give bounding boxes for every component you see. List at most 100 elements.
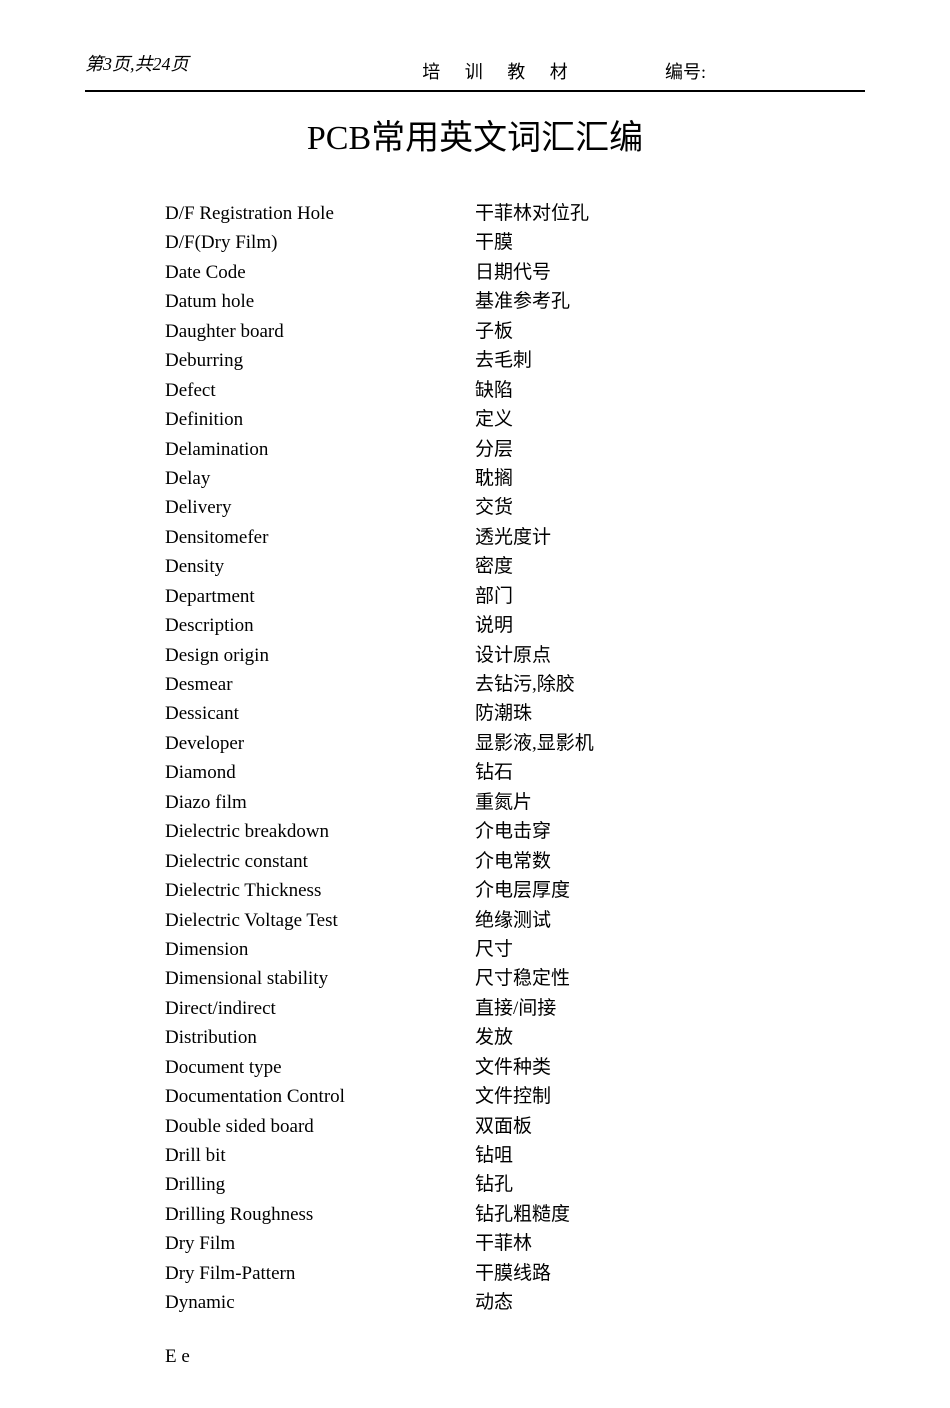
vocab-chinese: 分层 — [475, 435, 513, 464]
vocab-english: Dessicant — [165, 699, 475, 728]
vocab-chinese: 缺陷 — [475, 376, 513, 405]
vocab-chinese: 动态 — [475, 1288, 513, 1317]
vocab-english: Double sided board — [165, 1112, 475, 1141]
vocab-chinese: 显影液,显影机 — [475, 729, 594, 758]
vocab-chinese: 介电击穿 — [475, 817, 551, 846]
header-center-text: 培 训 教 材 — [335, 58, 665, 84]
vocab-chinese: 双面板 — [475, 1112, 532, 1141]
vocab-row: Drilling Roughness钻孔粗糙度 — [165, 1200, 865, 1229]
vocab-row: Drill bit钻咀 — [165, 1141, 865, 1170]
document-page: 第3页,共24页 培 训 教 材 编号: PCB常用英文词汇汇编 D/F Reg… — [0, 0, 950, 1408]
vocab-english: Department — [165, 582, 475, 611]
vocab-english: Dynamic — [165, 1288, 475, 1317]
vocab-chinese: 发放 — [475, 1023, 513, 1052]
vocab-chinese: 干菲林对位孔 — [475, 199, 589, 228]
vocab-english: Diazo film — [165, 788, 475, 817]
vocab-row: Distribution发放 — [165, 1023, 865, 1052]
vocab-row: Delivery交货 — [165, 493, 865, 522]
vocab-row: Datum hole基准参考孔 — [165, 287, 865, 316]
vocab-chinese: 日期代号 — [475, 258, 551, 287]
vocab-chinese: 去钻污,除胶 — [475, 670, 575, 699]
vocab-row: Design origin设计原点 — [165, 641, 865, 670]
vocab-english: Developer — [165, 729, 475, 758]
vocab-row: Dielectric Voltage Test绝缘测试 — [165, 906, 865, 935]
vocab-chinese: 文件控制 — [475, 1082, 551, 1111]
vocab-row: Diamond钻石 — [165, 758, 865, 787]
vocab-english: Dielectric constant — [165, 847, 475, 876]
vocab-english: Dry Film-Pattern — [165, 1259, 475, 1288]
vocab-chinese: 交货 — [475, 493, 513, 522]
vocab-chinese: 基准参考孔 — [475, 287, 570, 316]
vocab-english: Dielectric breakdown — [165, 817, 475, 846]
vocab-english: D/F Registration Hole — [165, 199, 475, 228]
vocab-english: Distribution — [165, 1023, 475, 1052]
vocab-row: Delamination分层 — [165, 435, 865, 464]
vocab-row: Drilling钻孔 — [165, 1170, 865, 1199]
vocab-english: Diamond — [165, 758, 475, 787]
document-title: PCB常用英文词汇汇编 — [85, 110, 865, 159]
vocab-english: Design origin — [165, 641, 475, 670]
vocab-chinese: 重氮片 — [475, 788, 532, 817]
vocab-row: Description说明 — [165, 611, 865, 640]
vocab-row: Density密度 — [165, 552, 865, 581]
vocab-row: Dielectric constant介电常数 — [165, 847, 865, 876]
vocab-row: Dimensional stability尺寸稳定性 — [165, 964, 865, 993]
vocab-chinese: 防潮珠 — [475, 699, 532, 728]
vocab-row: Documentation Control文件控制 — [165, 1082, 865, 1111]
vocab-chinese: 透光度计 — [475, 523, 551, 552]
vocab-row: Dry Film干菲林 — [165, 1229, 865, 1258]
vocab-chinese: 介电层厚度 — [475, 876, 570, 905]
vocab-english: Delivery — [165, 493, 475, 522]
vocab-english: Documentation Control — [165, 1082, 475, 1111]
vocab-row: Desmear去钻污,除胶 — [165, 670, 865, 699]
vocab-chinese: 钻咀 — [475, 1141, 513, 1170]
vocabulary-table: D/F Registration Hole干菲林对位孔D/F(Dry Film)… — [165, 199, 865, 1318]
vocab-chinese: 绝缘测试 — [475, 906, 551, 935]
vocab-row: Definition定义 — [165, 405, 865, 434]
vocab-row: Dynamic动态 — [165, 1288, 865, 1317]
vocab-chinese: 尺寸稳定性 — [475, 964, 570, 993]
vocab-row: Defect缺陷 — [165, 376, 865, 405]
vocab-english: Date Code — [165, 258, 475, 287]
vocab-row: Densitomefer透光度计 — [165, 523, 865, 552]
vocab-english: Definition — [165, 405, 475, 434]
vocab-row: Date Code日期代号 — [165, 258, 865, 287]
vocab-english: Drill bit — [165, 1141, 475, 1170]
vocab-english: Drilling — [165, 1170, 475, 1199]
vocab-row: Dielectric breakdown介电击穿 — [165, 817, 865, 846]
vocab-english: Desmear — [165, 670, 475, 699]
vocab-chinese: 直接/间接 — [475, 994, 556, 1023]
vocab-row: Dimension尺寸 — [165, 935, 865, 964]
vocab-row: Diazo film重氮片 — [165, 788, 865, 817]
vocab-chinese: 干膜线路 — [475, 1259, 551, 1288]
vocab-english: Dimensional stability — [165, 964, 475, 993]
vocab-chinese: 尺寸 — [475, 935, 513, 964]
vocab-english: Density — [165, 552, 475, 581]
vocab-english: Datum hole — [165, 287, 475, 316]
vocab-chinese: 部门 — [475, 582, 513, 611]
vocab-chinese: 钻孔粗糙度 — [475, 1200, 570, 1229]
vocab-row: Document type文件种类 — [165, 1053, 865, 1082]
vocab-chinese: 耽搁 — [475, 464, 513, 493]
vocab-english: Defect — [165, 376, 475, 405]
vocab-row: Department部门 — [165, 582, 865, 611]
page-header: 第3页,共24页 培 训 教 材 编号: — [85, 50, 865, 84]
vocab-english: D/F(Dry Film) — [165, 228, 475, 257]
vocab-row: Deburring去毛刺 — [165, 346, 865, 375]
vocab-chinese: 钻石 — [475, 758, 513, 787]
vocab-english: Drilling Roughness — [165, 1200, 475, 1229]
vocab-row: Dry Film-Pattern干膜线路 — [165, 1259, 865, 1288]
vocab-row: Direct/indirect直接/间接 — [165, 994, 865, 1023]
vocab-row: Delay耽搁 — [165, 464, 865, 493]
vocab-chinese: 干膜 — [475, 228, 513, 257]
vocab-chinese: 子板 — [475, 317, 513, 346]
vocab-row: Dessicant防潮珠 — [165, 699, 865, 728]
vocab-english: Daughter board — [165, 317, 475, 346]
vocab-english: Densitomefer — [165, 523, 475, 552]
vocab-row: Developer显影液,显影机 — [165, 729, 865, 758]
vocab-english: Dimension — [165, 935, 475, 964]
vocab-row: D/F Registration Hole干菲林对位孔 — [165, 199, 865, 228]
vocab-chinese: 说明 — [475, 611, 513, 640]
vocab-english: Direct/indirect — [165, 994, 475, 1023]
vocab-english: Delay — [165, 464, 475, 493]
